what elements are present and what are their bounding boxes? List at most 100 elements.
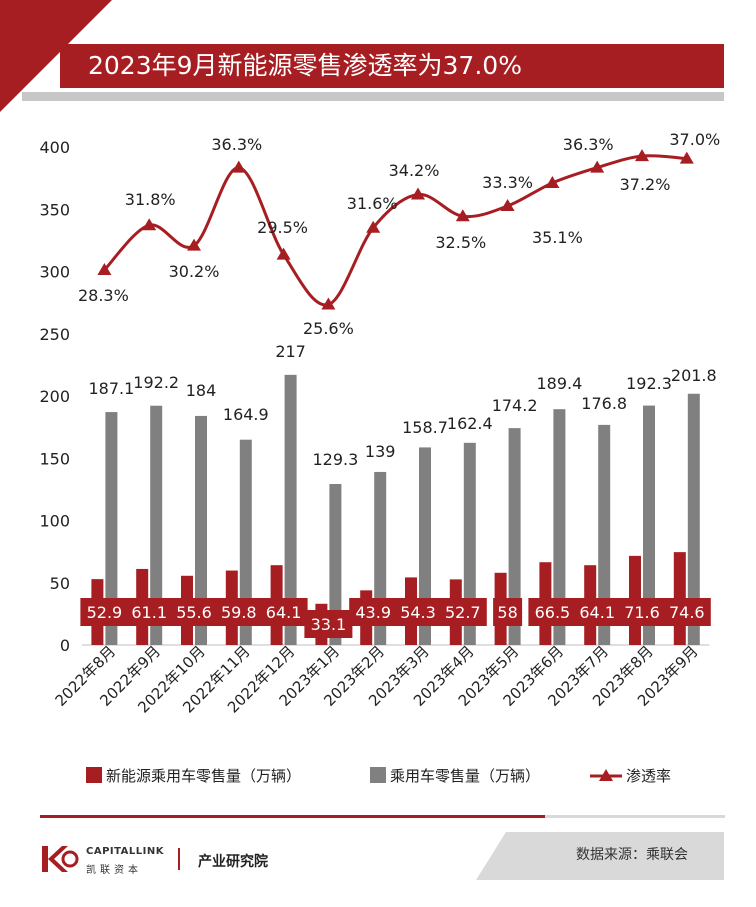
- total-bar: [239, 439, 252, 645]
- total-data-label: 164.9: [223, 405, 269, 424]
- nev-label-box: [438, 598, 487, 626]
- legend-swatch-nev: [86, 767, 102, 783]
- nev-data-label: 74.6: [669, 603, 705, 622]
- total-data-label: 158.7: [402, 418, 448, 437]
- rate-marker: [455, 209, 470, 222]
- rate-marker: [500, 199, 515, 211]
- total-bar: [463, 442, 476, 645]
- nev-data-label: 58: [497, 603, 517, 622]
- rate-data-label: 31.6%: [347, 194, 398, 213]
- rate-data-label: 36.3%: [211, 135, 262, 154]
- total-data-label: 176.8: [581, 394, 627, 413]
- rate-data-label: 30.2%: [169, 262, 220, 281]
- rate-marker: [545, 175, 560, 188]
- penetration-rate-line: [97, 149, 694, 310]
- nev-label-box: [618, 598, 666, 626]
- nev-data-label: 71.6: [624, 603, 660, 622]
- y-tick-label: 150: [39, 449, 70, 468]
- legend-label-nev: 新能源乘用车零售量（万辆）: [106, 767, 301, 785]
- nev-data-label: 59.8: [221, 603, 257, 622]
- rate-marker: [366, 220, 381, 233]
- total-bar: [598, 424, 611, 645]
- nev-label-box: [349, 598, 398, 626]
- rate-marker: [187, 238, 201, 251]
- rate-data-label: 35.1%: [532, 228, 583, 247]
- logo-separator: [178, 848, 180, 870]
- y-tick-label: 300: [39, 263, 70, 282]
- title-banner: [60, 44, 724, 88]
- title-underline: [22, 92, 724, 101]
- total-data-label: 174.2: [492, 396, 538, 415]
- nev-data-label: 64.1: [579, 603, 615, 622]
- rate-data-label: 25.6%: [303, 319, 354, 338]
- total-bar: [329, 484, 342, 645]
- total-data-label: 192.2: [133, 373, 179, 392]
- nev-label-box: [493, 598, 523, 626]
- y-tick-label: 0: [60, 636, 70, 655]
- y-tick-label: 400: [39, 138, 70, 157]
- footer-panel: [476, 832, 724, 880]
- y-tick-label: 200: [39, 387, 70, 406]
- total-bar: [643, 405, 655, 645]
- rate-data-label: 34.2%: [389, 161, 440, 180]
- nev-data-label: 55.6: [176, 603, 212, 622]
- logo-department: 产业研究院: [198, 854, 268, 870]
- y-axis: 0 50 100 150 200 250 300 350 400: [39, 138, 710, 655]
- y-tick-label: 50: [50, 574, 70, 593]
- logo-text-en: CAPITALLINK: [86, 846, 164, 857]
- rate-data-label: 37.2%: [620, 175, 671, 194]
- total-bar: [105, 412, 118, 645]
- nev-data-label: 43.9: [355, 603, 391, 622]
- nev-data-label: 64.1: [266, 603, 302, 622]
- nev-label-box: [662, 598, 711, 626]
- footer-rule-red: [40, 815, 545, 818]
- nev-label-box: [170, 598, 218, 626]
- legend-swatch-total: [370, 767, 386, 783]
- penetration-rate-labels: 28.3% 31.8% 30.2% 36.3% 29.5% 25.6% 31.6% 34.2%…: [78, 130, 720, 338]
- legend: 新能源乘用车零售量（万辆） 乘用车零售量（万辆） 渗透率: [86, 767, 671, 785]
- total-bar: [419, 447, 431, 645]
- rate-data-label: 31.8%: [125, 190, 176, 209]
- page-title: 2023年9月新能源零售渗透率为37.0%: [88, 51, 522, 80]
- nev-label-box: [304, 610, 353, 638]
- nev-label-box: [573, 598, 622, 626]
- rate-marker: [97, 263, 112, 275]
- total-bar: [195, 415, 207, 645]
- rate-marker: [321, 297, 336, 310]
- nev-data-label: 52.9: [87, 603, 123, 622]
- total-bar: [553, 409, 566, 645]
- rate-marker: [142, 218, 157, 231]
- rate-marker: [276, 247, 291, 260]
- rate-data-label: 29.5%: [257, 218, 308, 237]
- total-data-label: 139: [365, 442, 396, 461]
- legend-marker-rate: [599, 769, 613, 781]
- legend-label-rate: 渗透率: [626, 767, 671, 785]
- footer-rule-grey: [545, 815, 725, 818]
- total-data-label: 162.4: [447, 414, 493, 433]
- data-source: 数据来源：乘联会: [576, 847, 688, 863]
- total-bar: [284, 374, 297, 645]
- legend-label-total: 乘用车零售量（万辆）: [390, 767, 540, 785]
- total-data-label: 217: [275, 342, 306, 361]
- rate-data-label: 28.3%: [78, 286, 129, 305]
- capitallink-logo-icon: [42, 846, 79, 872]
- rate-data-label: 33.3%: [482, 173, 533, 192]
- total-data-label: 187.1: [88, 379, 134, 398]
- total-bar: [687, 393, 700, 645]
- y-tick-label: 250: [39, 325, 70, 344]
- nev-data-label: 52.7: [445, 603, 481, 622]
- y-tick-label: 350: [39, 200, 70, 219]
- nev-data-label: 61.1: [131, 603, 167, 622]
- nev-data-label: 54.3: [400, 603, 436, 622]
- rate-marker: [231, 160, 246, 173]
- nev-label-box: [125, 598, 174, 626]
- nev-label-box: [394, 598, 442, 626]
- total-bar: [508, 428, 521, 645]
- total-data-label: 201.8: [671, 366, 717, 385]
- rate-marker: [411, 187, 425, 200]
- total-data-label: 184: [186, 381, 217, 400]
- nev-label-box: [528, 598, 577, 626]
- x-axis: 2022年8月2022年9月2022年10月2022年11月2022年12月20…: [52, 642, 702, 716]
